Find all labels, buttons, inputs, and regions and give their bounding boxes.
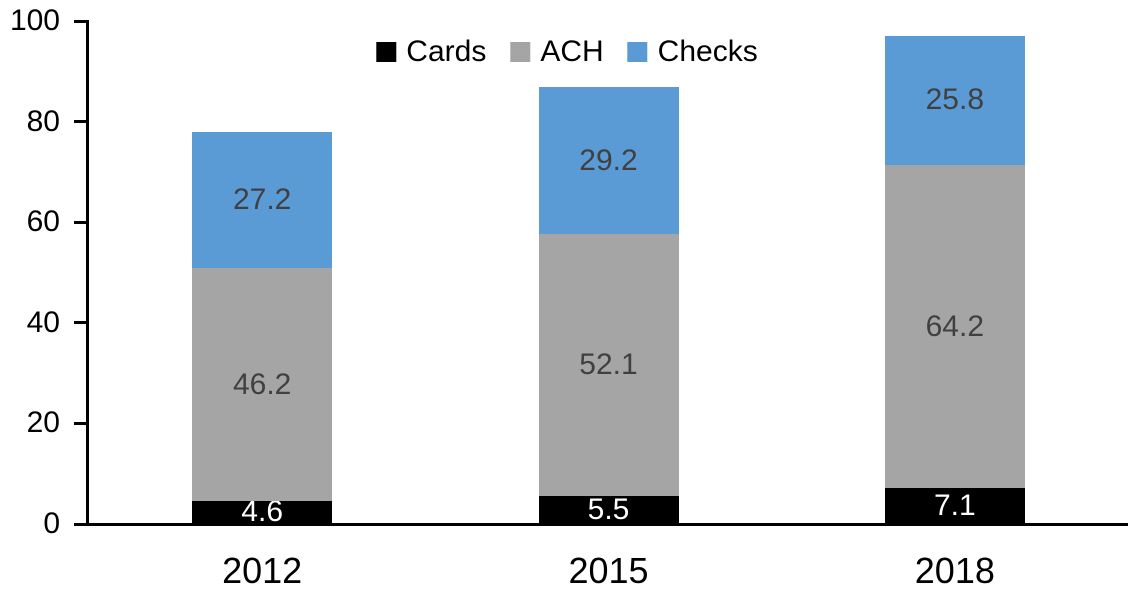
legend-item-checks: Checks: [627, 35, 758, 68]
bar-segment-checks-2015: 29.2: [538, 87, 679, 235]
y-tick-mark: [74, 321, 89, 325]
y-tick-label: 100: [9, 4, 60, 37]
x-category-label: 2015: [568, 550, 649, 591]
legend-swatch-checks-icon: [627, 42, 648, 62]
bar-value-label: 52.1: [579, 348, 638, 382]
legend-item-ach: ACH: [510, 35, 604, 68]
bar-value-label: 7.1: [933, 489, 976, 523]
y-tick-label: 0: [43, 507, 60, 540]
y-tick-label: 40: [26, 305, 60, 339]
bar-value-label: 25.8: [925, 83, 985, 117]
x-category-label: 2018: [914, 550, 995, 591]
legend-label: Checks: [657, 35, 758, 68]
bar-segment-cards-2018: 7.1: [884, 488, 1025, 524]
bar-segment-cards-2012: 4.6: [192, 497, 333, 527]
bar-value-label: 5.5: [587, 493, 630, 527]
y-tick-mark: [74, 19, 89, 23]
bar-value-label: 29.2: [579, 143, 638, 177]
y-tick-mark: [74, 522, 89, 526]
legend-item-cards: Cards: [376, 36, 486, 68]
legend-swatch-ach-icon: [510, 42, 531, 62]
legend-swatch-cards-icon: [376, 42, 397, 62]
bar-segment-checks-2018: 25.8: [884, 35, 1025, 166]
bar-segment-ach-2015: 52.1: [538, 234, 679, 497]
bar-segment-checks-2012: 27.2: [192, 131, 333, 269]
x-axis-line: [86, 523, 1128, 526]
bar-segment-ach-2012: 46.2: [192, 268, 333, 501]
y-tick-label: 20: [26, 406, 60, 440]
bar-value-label: 27.2: [232, 183, 292, 217]
bar-value-label: 64.2: [925, 309, 985, 343]
chart-legend: Cards ACH Checks: [376, 35, 758, 68]
y-tick-mark: [74, 220, 89, 224]
y-tick-label: 60: [26, 205, 60, 239]
legend-label: Cards: [406, 35, 487, 68]
bar-value-label: 46.2: [232, 367, 292, 401]
y-tick-label: 80: [26, 104, 60, 138]
bar-segment-cards-2015: 5.5: [538, 493, 679, 527]
bar-segment-ach-2018: 64.2: [884, 165, 1025, 489]
legend-label: ACH: [540, 35, 604, 68]
x-category-label: 2012: [222, 550, 303, 591]
y-tick-mark: [74, 421, 89, 425]
y-tick-mark: [74, 120, 89, 124]
y-axis-line: [86, 21, 89, 526]
bar-value-label: 4.6: [241, 495, 284, 529]
